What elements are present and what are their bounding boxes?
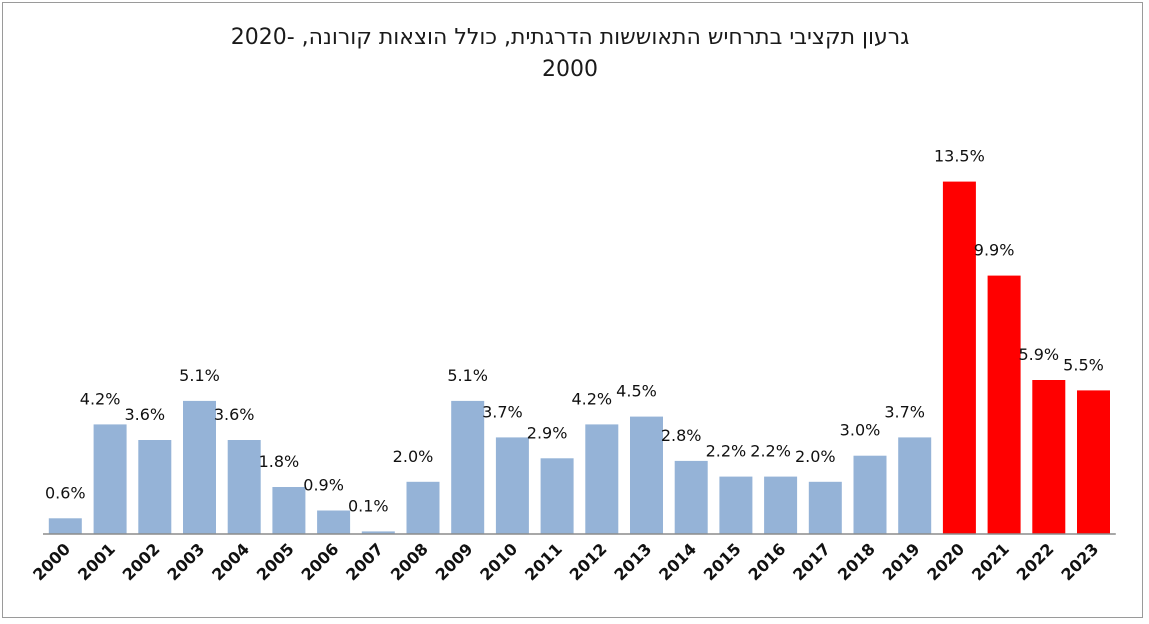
x-tick-2011: 2011 bbox=[521, 539, 566, 584]
value-label-2019: 3.7% bbox=[884, 402, 925, 421]
bar-2011 bbox=[540, 458, 574, 534]
x-tick-2006: 2006 bbox=[298, 539, 343, 584]
value-label-2007: 0.1% bbox=[348, 496, 389, 515]
value-label-2005: 1.8% bbox=[259, 452, 300, 471]
value-label-2016: 2.2% bbox=[750, 442, 791, 461]
value-label-2020: 13.5% bbox=[934, 147, 985, 166]
bar-2014 bbox=[674, 460, 708, 534]
bar-2010 bbox=[495, 437, 529, 534]
value-label-2022: 5.9% bbox=[1018, 345, 1059, 364]
value-label-2013: 4.5% bbox=[616, 382, 657, 401]
x-tick-2003: 2003 bbox=[163, 539, 208, 584]
bar-2001 bbox=[93, 424, 127, 534]
bar-2007 bbox=[361, 531, 395, 534]
bar-2006 bbox=[317, 510, 351, 534]
bar-2021 bbox=[987, 275, 1021, 534]
bar-2019 bbox=[898, 437, 932, 534]
x-tick-2008: 2008 bbox=[387, 539, 432, 584]
value-label-2018: 3.0% bbox=[840, 421, 881, 440]
bar-2015 bbox=[719, 476, 753, 534]
x-tick-2009: 2009 bbox=[432, 539, 477, 584]
value-label-2015: 2.2% bbox=[706, 442, 747, 461]
bar-2017 bbox=[808, 481, 842, 534]
bar-2012 bbox=[585, 424, 619, 534]
x-tick-2022: 2022 bbox=[1013, 539, 1058, 584]
x-tick-2016: 2016 bbox=[745, 539, 790, 584]
value-label-2010: 3.7% bbox=[482, 402, 523, 421]
bar-2016 bbox=[764, 476, 798, 534]
x-tick-2023: 2023 bbox=[1057, 539, 1102, 584]
x-tick-2002: 2002 bbox=[119, 539, 164, 584]
bar-2013 bbox=[630, 416, 663, 535]
value-label-2011: 2.9% bbox=[527, 423, 568, 442]
value-label-2021: 9.9% bbox=[974, 241, 1015, 260]
x-tick-2013: 2013 bbox=[610, 539, 655, 584]
x-tick-2017: 2017 bbox=[789, 539, 834, 584]
x-tick-2010: 2010 bbox=[476, 539, 521, 584]
value-label-2017: 2.0% bbox=[795, 447, 836, 466]
x-tick-2021: 2021 bbox=[968, 539, 1013, 584]
value-label-2004: 3.6% bbox=[214, 405, 255, 424]
value-labels-group: 0.6%4.2%3.6%5.1%3.6%1.8%0.9%0.1%2.0%5.1%… bbox=[45, 147, 1104, 516]
value-label-2012: 4.2% bbox=[571, 389, 612, 408]
x-tick-2004: 2004 bbox=[208, 539, 253, 584]
bar-2020 bbox=[942, 181, 976, 534]
x-tick-2005: 2005 bbox=[253, 539, 298, 584]
value-label-2008: 2.0% bbox=[393, 447, 434, 466]
x-tick-2000: 2000 bbox=[29, 539, 74, 584]
x-tick-2014: 2014 bbox=[655, 539, 700, 584]
bar-2002 bbox=[138, 440, 172, 534]
value-label-2000: 0.6% bbox=[45, 483, 86, 502]
bar-2009 bbox=[451, 400, 485, 534]
value-label-2023: 5.5% bbox=[1063, 355, 1104, 374]
chart-title: גרעון תקציבי בתרחיש התאוששות הדרגתית, כו… bbox=[230, 25, 910, 50]
value-label-2009: 5.1% bbox=[447, 366, 488, 385]
x-tick-2012: 2012 bbox=[566, 539, 611, 584]
x-tick-2020: 2020 bbox=[923, 539, 968, 584]
value-label-2003: 5.1% bbox=[179, 366, 220, 385]
x-tick-2018: 2018 bbox=[834, 539, 879, 584]
chart-title-line2: 2000 bbox=[542, 57, 598, 82]
value-label-2002: 3.6% bbox=[124, 405, 165, 424]
bar-2003 bbox=[183, 400, 216, 534]
bar-2018 bbox=[853, 455, 887, 534]
value-label-2014: 2.8% bbox=[661, 426, 702, 445]
x-tick-2019: 2019 bbox=[879, 539, 924, 584]
x-tick-2015: 2015 bbox=[700, 539, 745, 584]
bar-2022 bbox=[1032, 380, 1066, 534]
bar-2023 bbox=[1077, 390, 1110, 534]
bar-2005 bbox=[272, 487, 306, 534]
x-ticks-group: 2000 2001 2002 2003 2004 2005 2006 2007 2008 2009… bbox=[29, 539, 1102, 584]
bars-group bbox=[48, 181, 1110, 535]
x-tick-2007: 2007 bbox=[342, 539, 387, 584]
x-tick-2001: 2001 bbox=[74, 539, 119, 584]
value-label-2006: 0.9% bbox=[303, 476, 344, 495]
bar-2000 bbox=[48, 518, 82, 534]
bar-2004 bbox=[227, 440, 261, 534]
value-label-2001: 4.2% bbox=[80, 389, 121, 408]
bar-2008 bbox=[406, 481, 440, 534]
